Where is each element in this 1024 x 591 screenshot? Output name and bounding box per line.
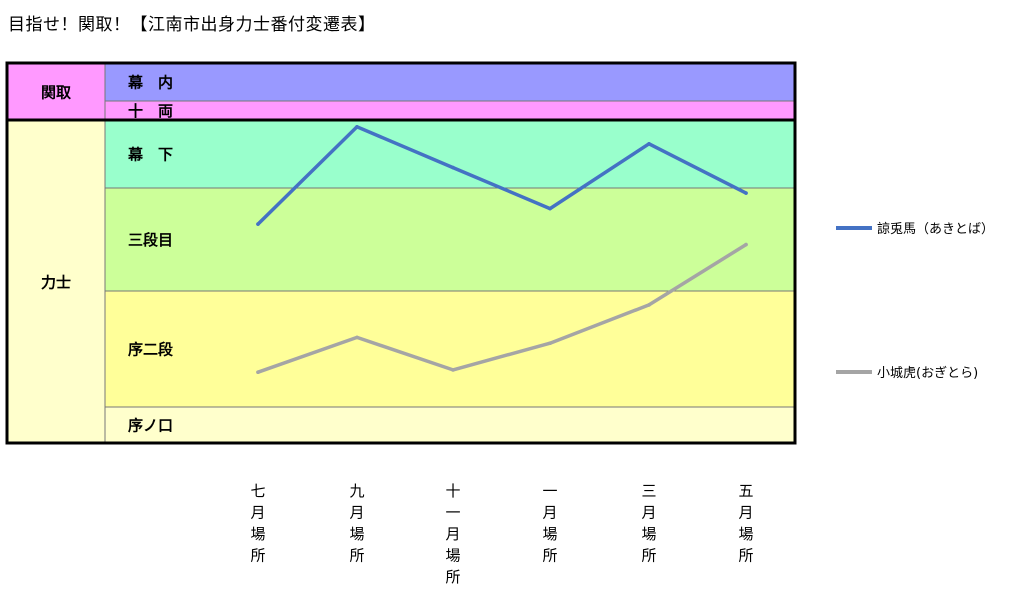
data-point: [647, 303, 651, 307]
division-band: [105, 63, 795, 101]
division-label: 序二段: [128, 341, 173, 359]
data-point: [355, 335, 359, 340]
division-band: [105, 188, 795, 291]
x-tick-label: 九月場所: [349, 482, 364, 565]
division-band: [105, 101, 795, 120]
data-point: [256, 370, 260, 375]
x-tick-label: 七月場所: [250, 482, 265, 565]
division-band: [105, 120, 795, 188]
group-label: 力士: [41, 274, 71, 292]
legend-label: 諒兎馬（あきとば）: [877, 222, 994, 237]
data-point: [451, 165, 455, 170]
data-point: [647, 142, 651, 146]
data-point: [451, 368, 455, 372]
group-cell: [7, 120, 105, 443]
x-tick-label: 五月場所: [738, 482, 753, 565]
data-point: [744, 191, 748, 195]
group-cell: [7, 63, 105, 120]
x-tick-label: 三月場所: [641, 482, 656, 565]
data-point: [548, 341, 552, 346]
series-line-2: [256, 242, 748, 374]
x-tick-label: 一月場所: [542, 482, 557, 565]
data-point: [256, 222, 260, 226]
series-line-1: [256, 125, 748, 226]
legend-label: 小城虎(おぎとら): [877, 366, 978, 381]
data-point: [744, 242, 748, 247]
data-point: [548, 206, 552, 211]
page-title: 目指せ！関取！【江南市出身力士番付変遷表】: [8, 15, 376, 35]
division-label: 幕 内: [127, 74, 173, 92]
division-label: 十 両: [128, 102, 173, 120]
data-point: [355, 125, 359, 129]
division-label: 三段目: [128, 231, 173, 249]
division-label: 幕 下: [127, 146, 173, 164]
division-band: [105, 291, 795, 407]
x-tick-label: 十一月場所: [445, 482, 460, 586]
group-label: 関取: [41, 84, 72, 102]
rikishi-frame: [5, 118, 797, 445]
division-label: 序ノ口: [128, 417, 173, 435]
division-band: [105, 407, 795, 443]
